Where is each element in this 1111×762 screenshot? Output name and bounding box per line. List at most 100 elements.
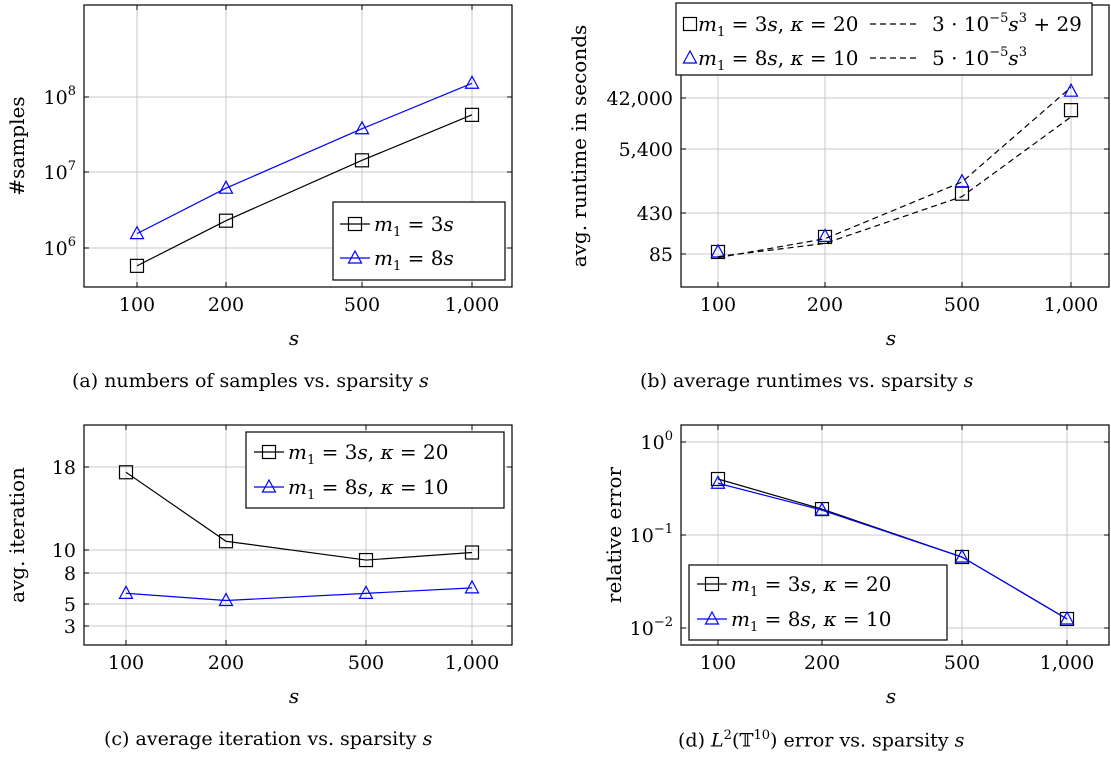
series-line-fit-3 bbox=[717, 86, 1072, 259]
legend-marker-1 bbox=[261, 478, 277, 493]
x-tick-label-2: 500 bbox=[348, 652, 384, 674]
y-tick-label-1: 5 bbox=[64, 594, 76, 616]
x-tick-label-1: 200 bbox=[208, 652, 244, 674]
chart-b: 100 200 500 1,000 85 430 5,400 42,000 s avg. runt… bbox=[567, 2, 1110, 350]
caption-a: (a) numbers of samples vs. sparsity s bbox=[72, 370, 429, 392]
data-point-s0-2 bbox=[358, 552, 374, 568]
x-axis-label: s bbox=[289, 326, 299, 350]
legend-label-0: m1 = 3s, κ = 20 bbox=[731, 572, 891, 600]
legend-label-1: m1 = 8s, κ = 10 bbox=[698, 46, 858, 74]
x-tick-label-1: 200 bbox=[208, 294, 244, 316]
chart-a: 100 200 500 1,000 106 107 108 s #samples m1 = 3s m… bbox=[5, 4, 513, 350]
data-point-s0-0 bbox=[710, 471, 726, 487]
x-tick-label-2: 500 bbox=[344, 294, 380, 316]
y-tick-label-4: 18 bbox=[52, 457, 76, 479]
y-tick-label-2: 10−2 bbox=[630, 615, 673, 640]
legend-label-0: m1 = 3s, κ = 20 bbox=[288, 440, 448, 468]
x-tick-label-2: 500 bbox=[944, 294, 980, 316]
legend-box bbox=[688, 564, 948, 641]
data-point-s1-1 bbox=[814, 501, 830, 516]
caption-b: (b) average runtimes vs. sparsity s bbox=[640, 370, 974, 392]
data-point-s1-0 bbox=[710, 475, 726, 489]
x-tick-label-3: 1,000 bbox=[445, 652, 499, 674]
data-point-s0-1 bbox=[218, 213, 234, 228]
x-axis-label: s bbox=[886, 326, 896, 350]
x-tick-label-3: 1,000 bbox=[1040, 652, 1094, 674]
legend-label-3: 5 · 10−5s3 bbox=[932, 45, 1027, 70]
legend-label-1: m1 = 8s, κ = 10 bbox=[731, 607, 891, 635]
data-point-s1-3 bbox=[464, 75, 480, 89]
data-point-s0-2 bbox=[354, 153, 370, 168]
y-tick-label-0: 106 bbox=[44, 235, 76, 260]
plot-frame bbox=[83, 4, 513, 288]
legend-label-0: m1 = 3s, κ = 20 bbox=[698, 12, 858, 40]
y-tick-label-0: 100 bbox=[641, 429, 673, 454]
y-tick-label-1: 430 bbox=[637, 203, 673, 225]
data-point-s1-3 bbox=[464, 579, 480, 594]
data-point-s1-3 bbox=[1059, 610, 1075, 625]
y-axis-label: #samples bbox=[5, 96, 29, 195]
legend-box bbox=[675, 2, 1093, 76]
plot-frame bbox=[680, 424, 1110, 646]
legend-marker-1 bbox=[704, 610, 720, 625]
data-point-s1-2 bbox=[954, 548, 970, 563]
legend-box bbox=[332, 201, 506, 281]
data-point-s1-2 bbox=[358, 585, 374, 599]
data-point-s1-1 bbox=[218, 592, 234, 607]
legend-label-1: m1 = 8s, κ = 10 bbox=[288, 475, 448, 503]
legend-label-2: 3 · 10−5s3 + 29 bbox=[932, 11, 1082, 36]
series-line-1 bbox=[136, 82, 473, 235]
data-point-s1-2 bbox=[954, 173, 970, 188]
legend-label-0: m1 = 3s bbox=[374, 212, 454, 240]
legend-label-1: m1 = 8s bbox=[374, 246, 454, 274]
legend-marker-0 bbox=[261, 444, 277, 460]
caption-c: (c) average iteration vs. sparsity s bbox=[104, 728, 433, 750]
x-tick-label-0: 100 bbox=[119, 294, 155, 316]
y-tick-label-1: 10−1 bbox=[630, 522, 673, 547]
y-tick-label-3: 10 bbox=[52, 540, 76, 562]
data-point-s1-0 bbox=[710, 243, 726, 258]
data-point-s0-1 bbox=[218, 534, 234, 549]
chart-d: 100 200 500 1,000 100 10−1 10−2 s relative error… bbox=[602, 424, 1110, 708]
series-line-fit-2 bbox=[717, 116, 1072, 258]
data-point-s0-3 bbox=[464, 545, 480, 560]
y-tick-label-0: 85 bbox=[649, 244, 673, 266]
data-point-s1-0 bbox=[118, 585, 134, 599]
series-line-0 bbox=[125, 471, 473, 561]
data-point-s0-0 bbox=[118, 465, 134, 480]
legend-box bbox=[245, 431, 505, 509]
legend-marker-1 bbox=[347, 249, 363, 264]
data-point-s1-3 bbox=[1063, 82, 1079, 97]
data-point-s1-0 bbox=[129, 225, 145, 240]
x-tick-label-2: 500 bbox=[944, 652, 980, 674]
x-tick-label-0: 100 bbox=[700, 652, 736, 674]
data-point-s0-3 bbox=[464, 107, 480, 122]
series-line-0 bbox=[136, 114, 473, 267]
x-tick-label-3: 1,000 bbox=[1044, 294, 1098, 316]
x-tick-label-0: 100 bbox=[108, 652, 144, 674]
caption-d: (d) L2(𝕋10) error vs. sparsity s bbox=[678, 728, 965, 752]
data-point-s1-1 bbox=[218, 179, 234, 194]
x-tick-label-3: 1,000 bbox=[445, 294, 499, 316]
y-axis-label: avg. runtime in seconds bbox=[567, 25, 591, 268]
y-tick-label-2: 8 bbox=[64, 563, 76, 585]
y-tick-label-2: 5,400 bbox=[619, 139, 673, 161]
y-axis-label: avg. iteration bbox=[5, 467, 29, 603]
x-tick-label-1: 200 bbox=[807, 294, 843, 316]
data-point-s1-1 bbox=[817, 228, 833, 242]
legend-marker-0 bbox=[682, 16, 698, 32]
y-tick-label-0: 3 bbox=[64, 616, 76, 638]
legend-marker-1 bbox=[682, 49, 698, 64]
series-line-1 bbox=[717, 482, 1068, 620]
y-tick-label-2: 108 bbox=[44, 84, 76, 109]
legend-marker-0 bbox=[704, 576, 720, 592]
chart-c: 100 200 500 1,000 35 810 18 s avg. iteration m1 =… bbox=[5, 424, 513, 708]
data-point-s0-0 bbox=[129, 258, 145, 273]
data-point-s0-3 bbox=[1063, 103, 1079, 118]
x-axis-label: s bbox=[289, 684, 299, 708]
legend-marker-0 bbox=[347, 216, 363, 232]
y-axis-label: relative error bbox=[602, 466, 626, 603]
x-axis-label: s bbox=[886, 684, 896, 708]
